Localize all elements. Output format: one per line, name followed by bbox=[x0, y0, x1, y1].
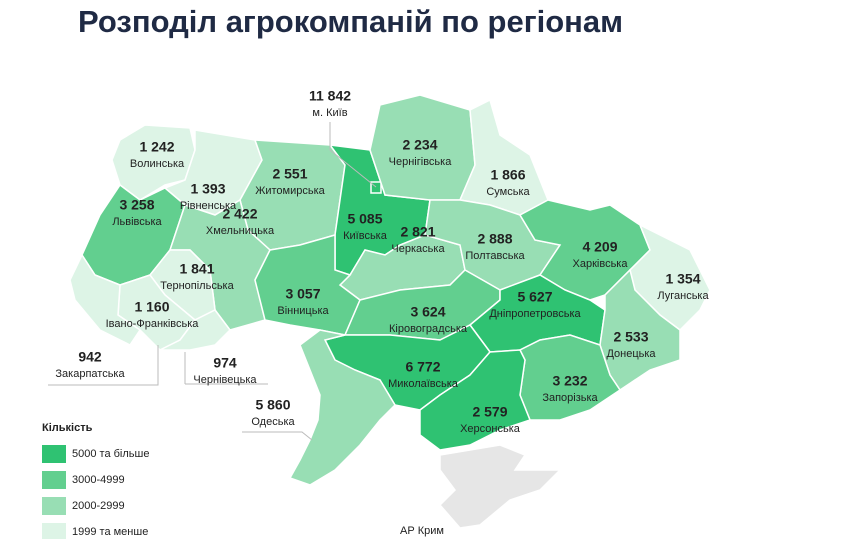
region-name: Сумська bbox=[486, 186, 530, 198]
region-name: Івано-Франківська bbox=[106, 318, 200, 330]
legend-swatch bbox=[42, 497, 66, 515]
callout-line bbox=[329, 122, 377, 188]
legend-title: Кількість bbox=[42, 422, 93, 434]
region-value: 3 624 bbox=[410, 304, 445, 320]
title: Розподіл агрокомпаній по регіонам bbox=[78, 4, 623, 39]
region-name: Луганська bbox=[657, 290, 709, 302]
region-value: 2 234 bbox=[402, 137, 437, 153]
region-value: 5 860 bbox=[255, 397, 290, 413]
region-value: 4 209 bbox=[582, 239, 617, 255]
legend-label: 1999 та менше bbox=[72, 526, 148, 538]
region-value: 2 422 bbox=[222, 206, 257, 222]
region-value: 6 772 bbox=[405, 359, 440, 375]
region-value: 3 057 bbox=[285, 286, 320, 302]
region-value: 5 627 bbox=[517, 289, 552, 305]
region-name: Полтавська bbox=[465, 250, 525, 262]
region-name: Херсонська bbox=[460, 423, 521, 435]
region-value: 2 533 bbox=[613, 329, 648, 345]
region-value: 2 888 bbox=[477, 231, 512, 247]
region bbox=[69, 253, 142, 346]
region bbox=[288, 329, 396, 486]
region-value: 942 bbox=[78, 349, 102, 365]
callout-line bbox=[184, 352, 268, 385]
region-name: м. Київ bbox=[312, 107, 347, 119]
region-name: Тернопільська bbox=[160, 280, 234, 292]
region-value: 3 258 bbox=[119, 197, 154, 213]
region-value: 2 821 bbox=[400, 224, 435, 240]
region bbox=[111, 124, 196, 201]
region bbox=[159, 309, 231, 351]
region-name: Кіровоградська bbox=[389, 323, 468, 335]
callout-line bbox=[48, 345, 159, 386]
region bbox=[419, 349, 531, 451]
region-value: 2 551 bbox=[272, 166, 307, 182]
region-value: 1 160 bbox=[134, 299, 169, 315]
region-value: 1 866 bbox=[490, 167, 525, 183]
region-name: Запорізька bbox=[542, 392, 598, 404]
callout-line bbox=[242, 431, 313, 441]
region-name: Закарпатська bbox=[55, 368, 125, 380]
region-name: Дніпропетровська bbox=[489, 308, 581, 320]
region-name: Львівська bbox=[112, 216, 162, 228]
region-value: 1 393 bbox=[190, 181, 225, 197]
region-name: Черкаська bbox=[391, 243, 445, 255]
region-name: Одеська bbox=[251, 416, 295, 428]
region bbox=[438, 444, 562, 529]
region-name: Київська bbox=[343, 230, 388, 242]
region-name: Житомирська bbox=[255, 185, 325, 197]
region-value: 1 354 bbox=[665, 271, 700, 287]
region-value: 3 232 bbox=[552, 373, 587, 389]
region-value: 11 842 bbox=[309, 88, 351, 104]
region-name: АР Крим bbox=[400, 525, 444, 537]
legend-swatch bbox=[42, 445, 66, 463]
legend-label: 2000-2999 bbox=[72, 500, 125, 512]
region bbox=[599, 268, 681, 392]
region-name: Чернігівська bbox=[389, 156, 453, 168]
region-name: Чернівецька bbox=[193, 374, 257, 386]
legend-label: 3000-4999 bbox=[72, 474, 125, 486]
region-value: 974 bbox=[213, 355, 237, 371]
region-name: Харківська bbox=[573, 258, 629, 270]
region-value: 2 579 bbox=[472, 404, 507, 420]
region-name: Волинська bbox=[130, 158, 185, 170]
region-name: Донецька bbox=[606, 348, 656, 360]
region-name: Хмельницька bbox=[206, 225, 275, 237]
region-name: Рівненська bbox=[180, 200, 237, 212]
region-value: 5 085 bbox=[347, 211, 382, 227]
region-value: 1 841 bbox=[179, 261, 214, 277]
legend-swatch bbox=[42, 523, 66, 539]
region-name: Вінницька bbox=[277, 305, 329, 317]
region-name: Миколаївська bbox=[388, 378, 459, 390]
legend-label: 5000 та більше bbox=[72, 448, 149, 460]
legend-swatch bbox=[42, 471, 66, 489]
region-value: 1 242 bbox=[139, 139, 174, 155]
